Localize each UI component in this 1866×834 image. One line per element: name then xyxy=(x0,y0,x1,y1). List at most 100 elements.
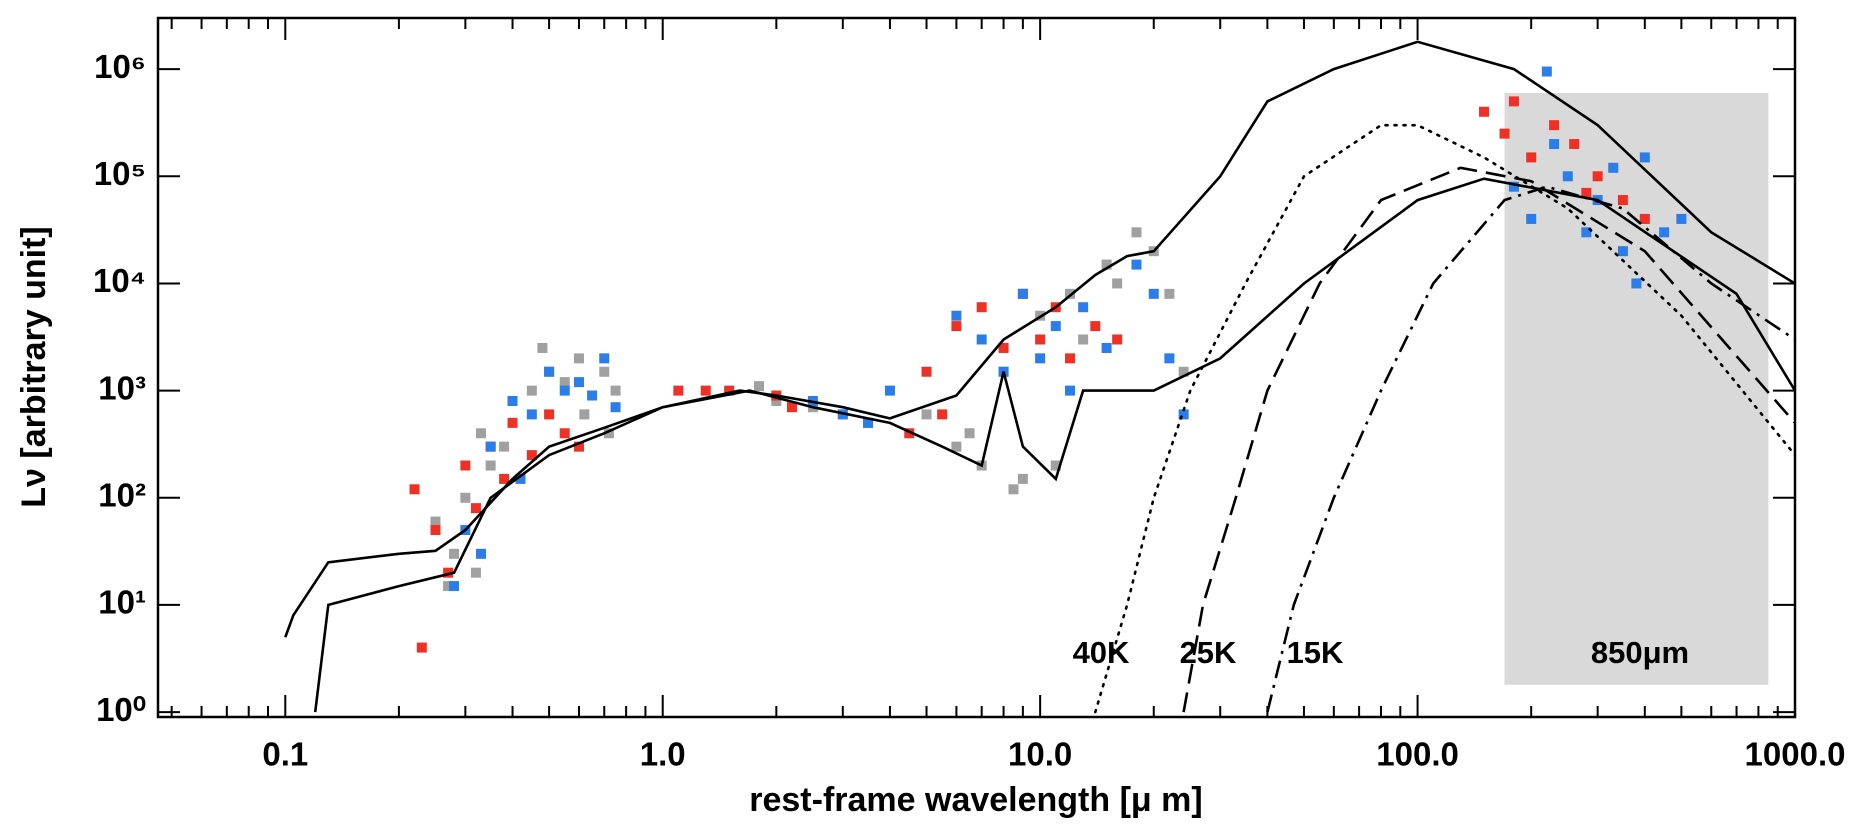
point xyxy=(430,516,441,527)
point xyxy=(475,548,486,559)
y-tick-label: 10⁴ xyxy=(93,262,146,299)
annotation: 40K xyxy=(1073,635,1130,670)
point xyxy=(1090,321,1101,332)
point xyxy=(485,460,496,471)
point xyxy=(904,428,915,439)
point xyxy=(559,385,570,396)
model-curve xyxy=(1094,123,1795,714)
point xyxy=(1065,385,1076,396)
x-tick-label: 100.0 xyxy=(1376,736,1459,773)
point xyxy=(460,460,471,471)
point xyxy=(515,473,526,484)
point xyxy=(499,473,510,484)
point xyxy=(507,395,518,406)
model-curve xyxy=(1182,166,1795,713)
point xyxy=(443,567,454,578)
point xyxy=(499,441,510,452)
point xyxy=(1178,409,1189,420)
point xyxy=(1065,288,1076,299)
point xyxy=(409,484,420,495)
point xyxy=(526,450,537,461)
point xyxy=(1569,139,1580,150)
point xyxy=(1164,288,1175,299)
point xyxy=(1639,152,1650,163)
point xyxy=(1508,181,1519,192)
shaded-region xyxy=(1504,92,1769,685)
point xyxy=(921,409,932,420)
point xyxy=(1050,321,1061,332)
point xyxy=(537,342,548,353)
point xyxy=(544,409,555,420)
point xyxy=(544,366,555,377)
y-axis-label: Lν [arbitrary unit] xyxy=(15,226,53,507)
y-tick-label: 10³ xyxy=(98,369,146,406)
point xyxy=(951,310,962,321)
point xyxy=(559,377,570,388)
point xyxy=(573,441,584,452)
point xyxy=(976,334,987,345)
point xyxy=(1592,171,1603,182)
point xyxy=(1676,213,1687,224)
point xyxy=(470,567,481,578)
x-tick-label: 0.1 xyxy=(262,736,308,773)
point xyxy=(771,395,782,406)
point xyxy=(700,385,711,396)
point xyxy=(884,385,895,396)
y-tick-label: 10⁵ xyxy=(94,155,146,192)
point xyxy=(610,402,621,413)
point xyxy=(1078,334,1089,345)
point xyxy=(526,385,537,396)
point xyxy=(1479,106,1490,117)
point xyxy=(587,390,598,401)
point xyxy=(1017,473,1028,484)
point xyxy=(1112,334,1123,345)
point xyxy=(1549,139,1560,150)
point xyxy=(449,581,460,592)
point xyxy=(1499,128,1510,139)
point xyxy=(507,417,518,428)
x-axis-label: rest-frame wavelength [μ m] xyxy=(749,781,1202,819)
point xyxy=(416,642,427,653)
point xyxy=(1608,162,1619,173)
point xyxy=(1131,259,1142,270)
point xyxy=(1617,195,1628,206)
y-tick-label: 10⁶ xyxy=(94,48,146,85)
point xyxy=(1549,120,1560,131)
point xyxy=(998,342,1009,353)
point xyxy=(470,503,481,514)
point xyxy=(921,366,932,377)
point xyxy=(1008,484,1019,495)
model-curve xyxy=(313,177,1795,713)
model-curve xyxy=(1266,185,1795,713)
plot-frame xyxy=(156,16,1797,719)
x-tick-label: 1.0 xyxy=(640,736,686,773)
point xyxy=(786,402,797,413)
point xyxy=(863,417,874,428)
point xyxy=(475,428,486,439)
point xyxy=(559,428,570,439)
point xyxy=(937,409,948,420)
point xyxy=(1078,302,1089,313)
point xyxy=(1101,259,1112,270)
annotation: 15K xyxy=(1287,635,1344,670)
y-tick-label: 10² xyxy=(98,476,146,513)
point xyxy=(964,428,975,439)
point xyxy=(1065,353,1076,364)
point xyxy=(573,353,584,364)
point xyxy=(1148,288,1159,299)
point xyxy=(610,385,621,396)
point xyxy=(1541,66,1552,77)
point xyxy=(1178,366,1189,377)
point xyxy=(1562,171,1573,182)
region-label: 850μm xyxy=(1591,635,1689,670)
point xyxy=(1526,152,1537,163)
point xyxy=(1659,227,1670,238)
plot-area xyxy=(284,40,1795,714)
y-tick-label: 10¹ xyxy=(98,584,146,621)
point xyxy=(1035,353,1046,364)
point xyxy=(1508,96,1519,107)
point xyxy=(603,428,614,439)
point xyxy=(573,377,584,388)
point xyxy=(1581,187,1592,198)
point xyxy=(976,302,987,313)
